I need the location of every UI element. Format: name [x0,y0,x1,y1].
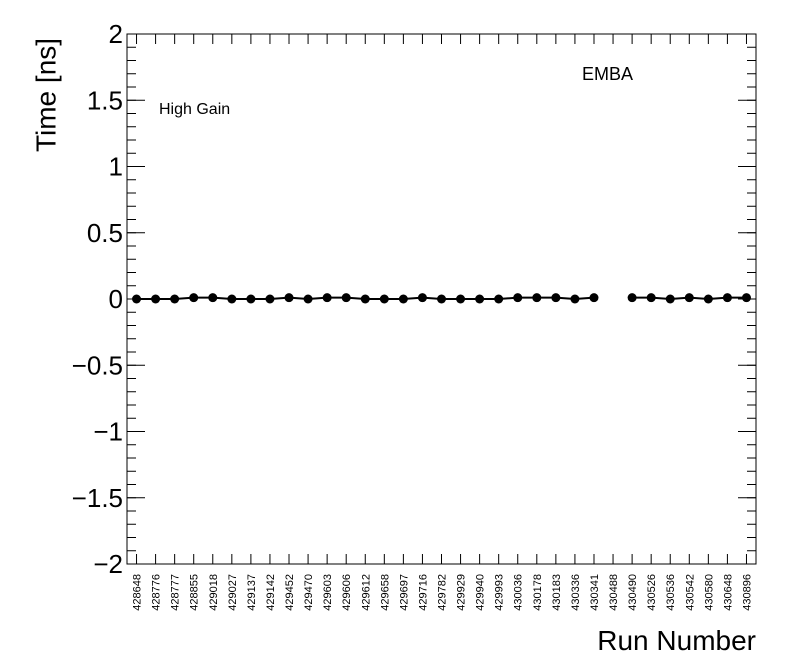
data-point [132,294,142,304]
y-axis-label: Time [ns] [30,38,61,152]
x-tick-label: 429716 [417,574,429,611]
x-tick-label: 430490 [627,574,639,611]
x-tick-label: 430488 [608,574,620,611]
annotation: High Gain [159,101,230,118]
x-tick-label: 430336 [570,574,582,611]
x-tick-label: 430536 [665,574,677,611]
x-tick-label: 429612 [360,574,372,611]
x-tick-label: 428777 [170,574,182,611]
y-tick-label: 1.5 [87,85,123,115]
data-point [341,293,351,303]
x-tick-label: 429658 [379,574,391,611]
y-tick-label: 1 [109,152,123,182]
data-point [265,294,275,304]
data-point [684,293,694,303]
data-point [494,294,504,304]
data-point [227,294,237,304]
y-tick-label: −0.5 [72,350,123,380]
data-point [151,294,161,304]
x-tick-label: 429697 [398,574,410,611]
data-point [379,294,389,304]
y-tick-label: −1 [93,417,123,447]
x-tick-label: 429940 [475,574,487,611]
x-tick-label: 430526 [646,574,658,611]
data-point [551,293,561,303]
x-tick-label: 429018 [208,574,220,611]
x-tick-label: 428776 [151,574,163,611]
x-tick-label: 429137 [246,574,258,611]
data-point [360,294,370,304]
data-point [475,294,485,304]
x-tick-label: 428648 [132,574,144,611]
data-point [665,294,675,304]
x-tick-label: 430341 [589,574,601,611]
x-tick-label: 429606 [341,574,353,611]
data-point [189,293,199,303]
data-point [398,294,408,304]
data-point [741,293,751,303]
x-tick-label: 429993 [494,574,506,611]
data-point [627,293,637,303]
y-tick-label: −2 [93,549,123,579]
x-tick-label: 430036 [513,574,525,611]
x-tick-label: 430580 [703,574,715,611]
x-tick-label: 429929 [456,574,468,611]
x-tick-label: 428855 [189,574,201,611]
data-point [532,293,542,303]
x-tick-label: 430542 [684,574,696,611]
x-tick-label: 429027 [227,574,239,611]
data-point [417,293,427,303]
data-point [646,293,656,303]
x-tick-label: 429782 [437,574,449,611]
data-point [589,293,599,303]
x-tick-label: 429142 [265,574,277,611]
data-point [722,293,732,303]
data-point [570,294,580,304]
data-point [303,294,313,304]
x-tick-label: 430648 [722,574,734,611]
data-point [284,293,294,303]
data-point [456,294,466,304]
annotation: EMBA [582,64,633,84]
x-tick-label: 429452 [284,574,296,611]
data-point [322,293,332,303]
y-tick-label: −1.5 [72,483,123,513]
data-point [208,293,218,303]
x-tick-label: 429603 [322,574,334,611]
data-point [246,294,256,304]
x-tick-label: 430178 [532,574,544,611]
x-tick-label: 430896 [741,574,753,611]
x-axis-label: Run Number [597,625,756,656]
y-tick-label: 0 [109,284,123,314]
data-point [437,294,446,304]
x-tick-label: 429470 [303,574,315,611]
data-point [703,294,713,304]
y-tick-label: 2 [109,19,123,49]
x-tick-label: 430183 [551,574,563,611]
data-point [513,293,523,303]
data-point [170,294,180,304]
y-tick-label: 0.5 [87,218,123,248]
